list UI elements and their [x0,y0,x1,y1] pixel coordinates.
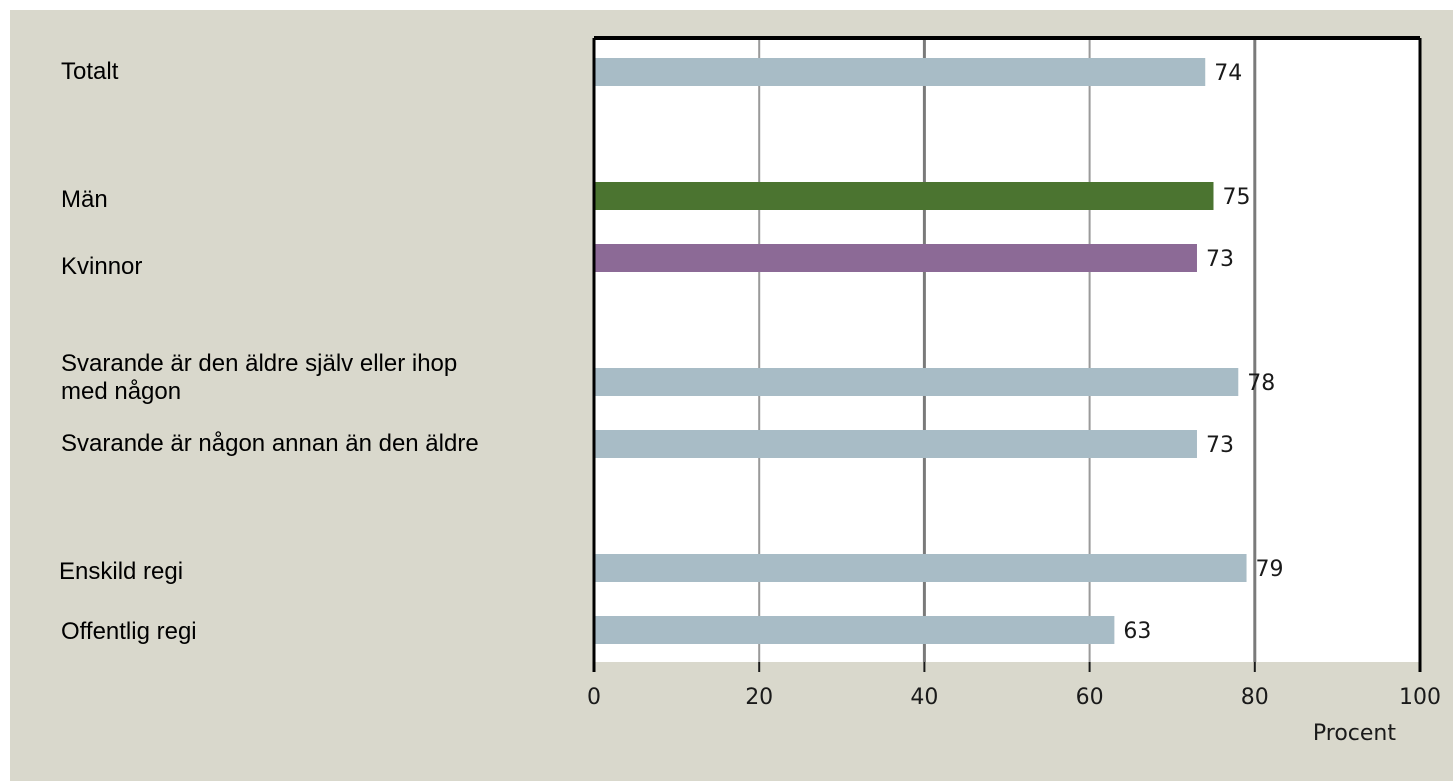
category-label-0: Totalt [61,58,119,85]
bar-6 [595,616,1115,644]
data-label-5: 79 [1256,557,1284,582]
x-tick-label-80: 80 [1241,685,1269,710]
bar-0 [595,58,1206,86]
x-tick-label-100: 100 [1399,685,1441,710]
bar-chart: 0 20 40 60 80 100 74 75 73 78 73 79 63 Procent [587,36,1441,746]
x-tick-label-40: 40 [910,685,938,710]
category-label-1: Män [61,186,108,213]
x-tick-label-60: 60 [1076,685,1104,710]
x-tick-label-20: 20 [745,685,773,710]
chart-panel: 0 20 40 60 80 100 74 75 73 78 73 79 63 Procent Total… [10,10,1453,781]
category-label-3: Svarande är den äldre själv eller ihop m… [61,350,458,405]
category-label-6: Offentlig regi [61,618,197,645]
x-tick-label-0: 0 [587,685,601,710]
bar-5 [595,554,1247,582]
bar-4 [595,430,1197,458]
data-label-6: 63 [1123,619,1151,644]
category-label-2: Kvinnor [61,253,143,280]
bar-3 [595,368,1239,396]
category-label-5: Enskild regi [59,558,184,585]
x-axis-label: Procent [1313,721,1396,746]
bar-2 [595,244,1197,272]
category-label-4: Svarande är någon annan än den äldre [61,430,479,457]
data-label-0: 74 [1214,61,1242,86]
data-label-2: 73 [1206,247,1234,272]
bar-1 [595,182,1214,210]
data-label-4: 73 [1206,433,1234,458]
data-label-3: 78 [1247,371,1275,396]
data-label-1: 75 [1223,185,1251,210]
